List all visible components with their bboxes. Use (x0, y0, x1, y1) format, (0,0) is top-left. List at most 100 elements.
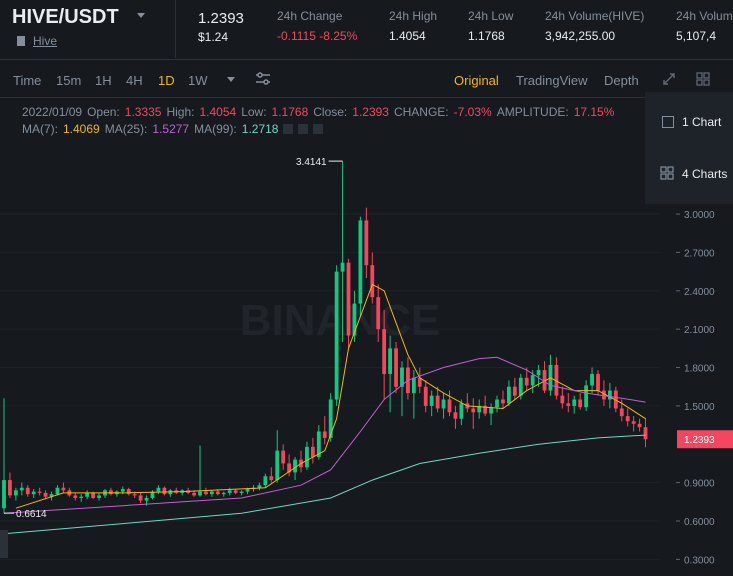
y-tick-label: 0.3000 (684, 555, 715, 566)
y-tick-label: 2.4000 (684, 287, 715, 298)
fullscreen-icon[interactable] (662, 72, 676, 86)
layout-menu: 1 Chart 4 Charts (645, 92, 733, 204)
ma-icon[interactable] (298, 124, 309, 134)
candle-body (287, 463, 292, 473)
ma-icon[interactable] (283, 124, 294, 134)
layout-icon[interactable] (696, 72, 710, 86)
candle-body (13, 490, 18, 496)
candle-body (596, 373, 600, 391)
candle-body (524, 377, 529, 386)
more-intervals[interactable] (226, 76, 236, 84)
candle-body (346, 262, 351, 336)
candle-body (530, 375, 535, 386)
candle-body (578, 399, 583, 408)
scroll-handle[interactable] (0, 530, 8, 558)
y-tick-label: 3.0000 (684, 210, 715, 221)
y-tick-label: 0.9000 (684, 479, 715, 490)
layout-option[interactable]: 4 Charts (682, 167, 728, 181)
candle-body (37, 491, 42, 493)
candle-body (388, 348, 392, 374)
high-marker: 3.4141 (296, 157, 327, 168)
ma-label: MA(7): (22, 122, 58, 136)
candle-body (293, 459, 297, 473)
candle-body (156, 487, 161, 492)
candle-body (512, 386, 517, 396)
stat-value: 5,107,4 (676, 29, 717, 43)
view-active[interactable]: Original (454, 73, 499, 88)
divider (0, 97, 645, 98)
interval[interactable]: 1W (188, 73, 208, 88)
interval-active[interactable]: 1D (158, 73, 175, 88)
candle-body (263, 476, 268, 486)
view[interactable]: Depth (604, 73, 639, 88)
stat-value: -0.1115 -8.25% (277, 29, 358, 43)
stat-label: 24h Low (468, 9, 514, 23)
candle-body (560, 395, 565, 404)
candle-body (619, 408, 624, 417)
candle-body (138, 495, 143, 501)
candle-body (572, 399, 577, 406)
ma-value: 1.4069 (63, 122, 100, 136)
ohlc-value: -7.03% (453, 105, 492, 119)
candle-body (471, 408, 476, 413)
ma-icon[interactable] (313, 124, 324, 134)
candle-body (31, 491, 36, 495)
candle-body (109, 490, 113, 495)
candle-body (489, 407, 493, 414)
charts-option-icon (660, 166, 674, 180)
candle-body (79, 496, 84, 498)
candle-body (239, 491, 244, 493)
interval[interactable]: 15m (56, 73, 82, 88)
settings-icon[interactable] (255, 72, 271, 86)
interval[interactable]: 1H (95, 73, 112, 88)
y-tick-label: 2.7000 (684, 248, 715, 259)
y-tick-label: 0.6000 (684, 517, 715, 528)
candle-body (305, 446, 309, 468)
candle-body (310, 446, 315, 458)
stat-value: 1.4054 (389, 29, 426, 43)
candle-body (358, 220, 363, 304)
candle-body (394, 348, 398, 387)
y-tick-label: 2.1000 (684, 325, 715, 336)
candle-body (370, 265, 375, 298)
interval[interactable]: 4H (126, 73, 143, 88)
candle-body (198, 491, 202, 496)
candle-body (144, 497, 149, 501)
candle-body (316, 431, 321, 458)
last-price-tag (677, 430, 733, 449)
candle-body (518, 377, 523, 396)
last-price-label: 1.2393 (684, 435, 715, 446)
watermark: BINANCE (240, 296, 440, 345)
stat-label: 24h Change (277, 9, 343, 23)
chart-option-icon (662, 116, 674, 128)
ohlc-value: 17.15% (573, 105, 615, 119)
candle-body (162, 487, 167, 495)
ohlc-label: Low: (241, 105, 267, 119)
candle-body (192, 492, 196, 496)
candle-body (221, 492, 226, 495)
pair[interactable]: HIVE/USDT (12, 6, 119, 28)
candle-body (269, 476, 274, 481)
candle-body (322, 431, 327, 438)
pair-dropdown[interactable] (136, 12, 146, 20)
candle-body (435, 395, 440, 409)
candle-body (43, 492, 48, 497)
candle-body (215, 491, 220, 495)
view[interactable]: TradingView (516, 73, 588, 88)
candle-body (637, 423, 642, 428)
ohlc-value: 1.2393 (352, 105, 389, 119)
asset-link[interactable]: Hive (33, 34, 58, 48)
ma-line (15, 283, 646, 509)
candle-body (55, 487, 60, 495)
candle-body (400, 367, 404, 387)
candle-body (204, 491, 208, 495)
ma-line (3, 434, 646, 535)
candle-body (613, 390, 618, 409)
price-usd: $1.24 (198, 30, 229, 44)
candle-body (91, 492, 95, 498)
layout-option[interactable]: 1 Chart (682, 115, 722, 129)
interval[interactable]: Time (13, 73, 42, 88)
ma-label: MA(99): (194, 122, 237, 136)
low-marker: 0.6614 (16, 509, 47, 520)
